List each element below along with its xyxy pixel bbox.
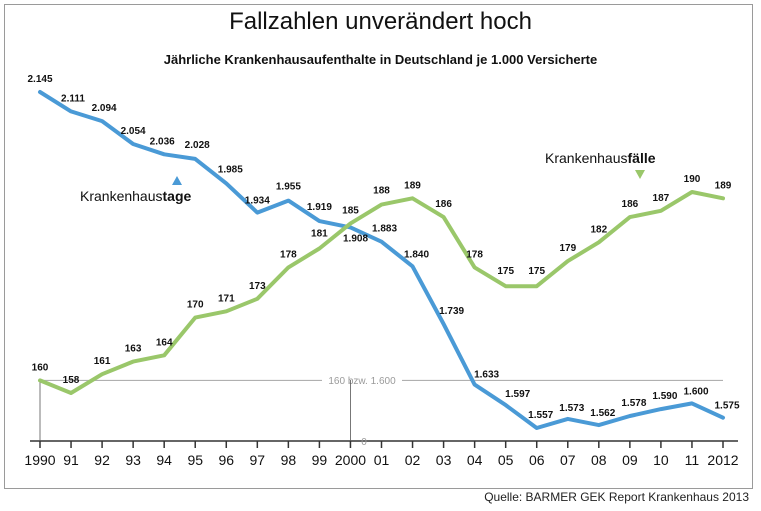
- series-label-tage: Krankenhaustage: [80, 188, 192, 204]
- data-label-faelle-06: 175: [528, 266, 545, 277]
- data-label-tage-05: 1.597: [505, 389, 530, 400]
- data-label-faelle-99: 181: [311, 229, 328, 240]
- data-label-faelle-98: 178: [280, 249, 297, 260]
- x-tick-label-08: 08: [591, 452, 607, 468]
- x-tick-label-92: 92: [94, 452, 110, 468]
- triangle-down-icon: [635, 170, 645, 179]
- data-label-faelle-96: 171: [218, 293, 235, 304]
- series-label-tage-prefix: Krankenhaus: [80, 188, 163, 204]
- data-label-faelle-03: 186: [435, 199, 452, 210]
- x-tick-label-98: 98: [281, 452, 297, 468]
- data-label-tage-93: 2.054: [121, 126, 146, 137]
- data-label-tage-08: 1.562: [590, 408, 615, 419]
- series-label-faelle-prefix: Krankenhaus: [545, 150, 628, 166]
- data-label-tage-95: 2.028: [185, 140, 210, 151]
- chart-title: Fallzahlen unverändert hoch: [229, 8, 532, 35]
- data-label-tage-94: 2.036: [150, 136, 175, 147]
- data-label-faelle-1990: 160: [32, 362, 49, 373]
- data-label-faelle-97: 173: [249, 281, 266, 292]
- data-label-tage-1990: 2.145: [27, 74, 52, 85]
- data-label-tage-96: 1.985: [218, 164, 243, 175]
- series-label-tage-bold: tage: [163, 188, 192, 204]
- data-label-faelle-93: 163: [125, 344, 142, 355]
- x-tick-label-2012: 2012: [707, 452, 738, 468]
- x-tick-label-93: 93: [125, 452, 141, 468]
- x-tick-label-09: 09: [622, 452, 638, 468]
- data-label-tage-92: 2.094: [92, 103, 117, 114]
- data-label-faelle-04: 178: [466, 249, 483, 260]
- x-tick-label-99: 99: [312, 452, 328, 468]
- data-label-tage-11: 1.600: [683, 386, 708, 397]
- data-label-faelle-01: 188: [373, 186, 390, 197]
- data-label-faelle-09: 186: [622, 199, 639, 210]
- data-label-faelle-95: 170: [187, 300, 204, 311]
- data-label-tage-03: 1.739: [439, 306, 464, 317]
- x-tick-label-02: 02: [405, 452, 421, 468]
- data-label-tage-09: 1.578: [621, 398, 646, 409]
- x-tick-label-91: 91: [63, 452, 79, 468]
- data-label-faelle-10: 187: [653, 193, 670, 204]
- data-label-tage-01: 1.883: [372, 224, 397, 235]
- x-tick-label-97: 97: [250, 452, 266, 468]
- x-tick-label-1990: 1990: [24, 452, 55, 468]
- x-tick-label-04: 04: [467, 452, 483, 468]
- data-label-tage-91: 2.111: [61, 93, 85, 104]
- data-label-tage-98: 1.955: [276, 182, 301, 193]
- x-tick-label-01: 01: [374, 452, 390, 468]
- chart-frame: [4, 4, 753, 489]
- data-label-faelle-05: 175: [497, 266, 514, 277]
- series-lines: [38, 90, 725, 430]
- data-label-faelle-94: 164: [156, 337, 173, 348]
- data-label-faelle-92: 161: [94, 356, 111, 367]
- reference-label: 160 bzw. 1.600: [328, 376, 396, 387]
- x-tick-label-05: 05: [498, 452, 514, 468]
- zero-label: 0: [361, 437, 367, 448]
- series-label-faelle: Krankenhausfälle: [545, 150, 656, 166]
- data-label-faelle-91: 158: [63, 375, 80, 386]
- x-tick-label-11: 11: [685, 452, 700, 468]
- data-label-tage-06: 1.557: [528, 410, 553, 421]
- data-label-tage-07: 1.573: [559, 403, 584, 414]
- data-label-faelle-02: 189: [404, 180, 421, 191]
- x-tick-label-03: 03: [436, 452, 452, 468]
- x-ticks: 1990 91 92 93 94 95 96 97 98 99 2000 01 02 03 04 05 06 07…: [24, 380, 739, 468]
- chart-subtitle: Jährliche Krankenhausaufenthalte in Deut…: [163, 52, 598, 67]
- data-labels: 2.145 2.111 2.094 2.054 2.036 2.028 1.985 1.934…: [27, 74, 739, 421]
- series-line-tage: [38, 90, 725, 430]
- x-tick-label-2000: 2000: [335, 452, 366, 468]
- data-label-faelle-2000: 185: [342, 205, 359, 216]
- x-tick-label-07: 07: [560, 452, 576, 468]
- data-label-faelle-11: 190: [684, 174, 701, 185]
- data-label-tage-99: 1.919: [307, 202, 332, 213]
- data-label-tage-02: 1.840: [404, 249, 429, 260]
- x-tick-label-06: 06: [529, 452, 545, 468]
- data-label-tage-10: 1.590: [652, 391, 677, 402]
- series-line-faelle: [38, 190, 725, 395]
- source-note: Quelle: BARMER GEK Report Krankenhaus 20…: [484, 490, 749, 504]
- x-tick-label-96: 96: [218, 452, 234, 468]
- x-tick-label-94: 94: [156, 452, 172, 468]
- data-label-faelle-07: 179: [559, 243, 576, 254]
- data-label-tage-2000: 1.908: [343, 233, 368, 244]
- data-label-faelle-2012: 189: [715, 180, 732, 191]
- x-tick-label-10: 10: [653, 452, 669, 468]
- data-label-tage-2012: 1.575: [714, 401, 739, 412]
- reference-label-bg: [322, 374, 402, 387]
- data-label-tage-04: 1.633: [474, 370, 499, 381]
- triangle-up-icon: [172, 176, 182, 185]
- data-label-faelle-08: 182: [590, 224, 607, 235]
- series-label-faelle-bold: fälle: [628, 150, 656, 166]
- x-tick-label-95: 95: [187, 452, 203, 468]
- data-label-tage-97: 1.934: [245, 196, 270, 207]
